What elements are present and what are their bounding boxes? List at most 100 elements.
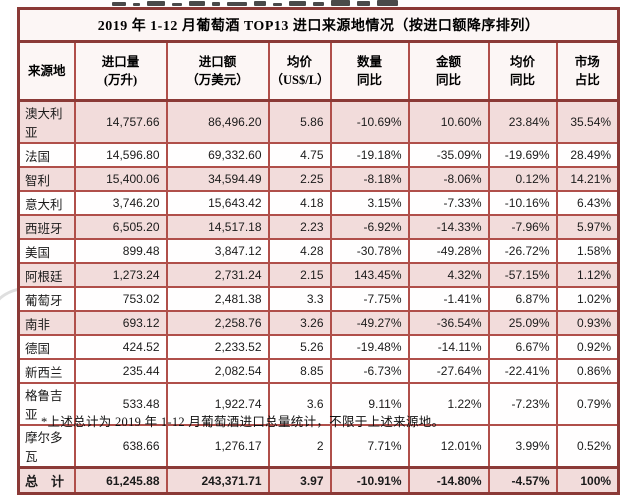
amount-yoy-cell: 1.22% <box>407 382 490 426</box>
total-share-cell: 100% <box>555 466 620 495</box>
value-cell: 2,233.52 <box>165 334 270 360</box>
origin-cell: 格鲁吉亚 <box>17 382 76 426</box>
origin-cell: 新西兰 <box>17 358 76 384</box>
price-yoy-cell: 23.84% <box>487 99 558 144</box>
table-row: 摩尔多瓦 638.66 1,276.17 2 7.71% 12.01% 3.99… <box>17 424 620 469</box>
price-yoy-cell: -22.41% <box>487 358 558 384</box>
table-body: 澳大利亚 14,757.66 86,496.20 5.86 -10.69% 10… <box>17 99 620 469</box>
volume-cell: 693.12 <box>73 310 168 336</box>
share-cell: 0.86% <box>555 358 620 384</box>
total-value-cell: 243,371.71 <box>165 466 270 495</box>
total-row: 总 计 61,245.88 243,371.71 3.97 -10.91% -1… <box>17 466 620 495</box>
total-avg-price-cell: 3.97 <box>267 466 332 495</box>
cropped-text-fragment <box>112 0 452 6</box>
col-header-avg-price: 均价 （US$/L） <box>267 40 332 102</box>
avg-price-cell: 4.75 <box>267 142 332 168</box>
qty-yoy-cell: -6.73% <box>329 358 410 384</box>
amount-yoy-cell: -35.09% <box>407 142 490 168</box>
qty-yoy-cell: -19.18% <box>329 142 410 168</box>
value-cell: 69,332.60 <box>165 142 270 168</box>
table-row: 法国 14,596.80 69,332.60 4.75 -19.18% -35.… <box>17 142 620 168</box>
origin-cell: 阿根廷 <box>17 262 76 288</box>
share-cell: 28.49% <box>555 142 620 168</box>
origin-cell: 澳大利亚 <box>17 99 76 144</box>
table-row: 新西兰 235.44 2,082.54 8.85 -6.73% -27.64% … <box>17 358 620 384</box>
value-cell: 2,082.54 <box>165 358 270 384</box>
amount-yoy-cell: -27.64% <box>407 358 490 384</box>
origin-cell: 意大利 <box>17 190 76 216</box>
volume-cell: 3,746.20 <box>73 190 168 216</box>
amount-yoy-cell: -49.28% <box>407 238 490 264</box>
article-figure: 2019 年 1-12 月葡萄酒 TOP13 进口来源地情况（按进口额降序排列）… <box>0 0 621 495</box>
avg-price-cell: 8.85 <box>267 358 332 384</box>
share-cell: 0.93% <box>555 310 620 336</box>
volume-cell: 753.02 <box>73 286 168 312</box>
volume-cell: 1,273.24 <box>73 262 168 288</box>
price-yoy-cell: -7.96% <box>487 214 558 240</box>
value-cell: 86,496.20 <box>165 99 270 144</box>
share-cell: 1.58% <box>555 238 620 264</box>
total-volume-cell: 61,245.88 <box>73 466 168 495</box>
volume-cell: 235.44 <box>73 358 168 384</box>
value-cell: 15,643.42 <box>165 190 270 216</box>
avg-price-cell: 2.23 <box>267 214 332 240</box>
amount-yoy-cell: -1.41% <box>407 286 490 312</box>
total-amount-yoy-cell: -14.80% <box>407 466 490 495</box>
col-header-qty-yoy: 数量 同比 <box>329 40 410 102</box>
share-cell: 35.54% <box>555 99 620 144</box>
value-cell: 2,258.76 <box>165 310 270 336</box>
avg-price-cell: 4.18 <box>267 190 332 216</box>
origin-cell: 葡萄牙 <box>17 286 76 312</box>
share-cell: 0.92% <box>555 334 620 360</box>
avg-price-cell: 5.26 <box>267 334 332 360</box>
share-cell: 5.97% <box>555 214 620 240</box>
qty-yoy-cell: -10.69% <box>329 99 410 144</box>
amount-yoy-cell: -7.33% <box>407 190 490 216</box>
value-cell: 2,731.24 <box>165 262 270 288</box>
price-yoy-cell: 25.09% <box>487 310 558 336</box>
col-header-share: 市场 占比 <box>555 40 620 102</box>
origin-cell: 摩尔多瓦 <box>17 424 76 469</box>
origin-cell: 智利 <box>17 166 76 192</box>
value-cell: 2,481.38 <box>165 286 270 312</box>
volume-cell: 6,505.20 <box>73 214 168 240</box>
volume-cell: 14,757.66 <box>73 99 168 144</box>
value-cell: 1,922.74 <box>165 382 270 426</box>
volume-cell: 14,596.80 <box>73 142 168 168</box>
table-row: 西班牙 6,505.20 14,517.18 2.23 -6.92% -14.3… <box>17 214 620 240</box>
table-row: 意大利 3,746.20 15,643.42 4.18 3.15% -7.33%… <box>17 190 620 216</box>
origin-cell: 德国 <box>17 334 76 360</box>
qty-yoy-cell: 143.45% <box>329 262 410 288</box>
share-cell: 1.12% <box>555 262 620 288</box>
total-price-yoy-cell: -4.57% <box>487 466 558 495</box>
amount-yoy-cell: 10.60% <box>407 99 490 144</box>
table-footnote: *上述总计为 2019 年 1-12 月葡萄酒进口总量统计，不限于上述来源地。 <box>41 415 445 429</box>
qty-yoy-cell: -7.75% <box>329 286 410 312</box>
qty-yoy-cell: -19.48% <box>329 334 410 360</box>
table-title-row: 2019 年 1-12 月葡萄酒 TOP13 进口来源地情况（按进口额降序排列） <box>17 7 620 43</box>
volume-cell: 638.66 <box>73 424 168 469</box>
qty-yoy-cell: -6.92% <box>329 214 410 240</box>
origin-cell: 西班牙 <box>17 214 76 240</box>
wine-import-table: 2019 年 1-12 月葡萄酒 TOP13 进口来源地情况（按进口额降序排列）… <box>17 7 621 495</box>
avg-price-cell: 2 <box>267 424 332 469</box>
table-title: 2019 年 1-12 月葡萄酒 TOP13 进口来源地情况（按进口额降序排列） <box>17 7 620 43</box>
avg-price-cell: 2.15 <box>267 262 332 288</box>
price-yoy-cell: 0.12% <box>487 166 558 192</box>
qty-yoy-cell: 7.71% <box>329 424 410 469</box>
total-label: 总 计 <box>17 466 76 495</box>
amount-yoy-cell: 12.01% <box>407 424 490 469</box>
table-row: 美国 899.48 3,847.12 4.28 -30.78% -49.28% … <box>17 238 620 264</box>
col-header-value: 进口额 （万美元） <box>165 40 270 102</box>
price-yoy-cell: -19.69% <box>487 142 558 168</box>
qty-yoy-cell: 9.11% <box>329 382 410 426</box>
table-row: 德国 424.52 2,233.52 5.26 -19.48% -14.11% … <box>17 334 620 360</box>
table-row: 智利 15,400.06 34,594.49 2.25 -8.18% -8.06… <box>17 166 620 192</box>
value-cell: 34,594.49 <box>165 166 270 192</box>
avg-price-cell: 5.86 <box>267 99 332 144</box>
origin-cell: 南非 <box>17 310 76 336</box>
col-header-amount-yoy: 金额 同比 <box>407 40 490 102</box>
origin-cell: 美国 <box>17 238 76 264</box>
price-yoy-cell: -10.16% <box>487 190 558 216</box>
share-cell: 6.43% <box>555 190 620 216</box>
